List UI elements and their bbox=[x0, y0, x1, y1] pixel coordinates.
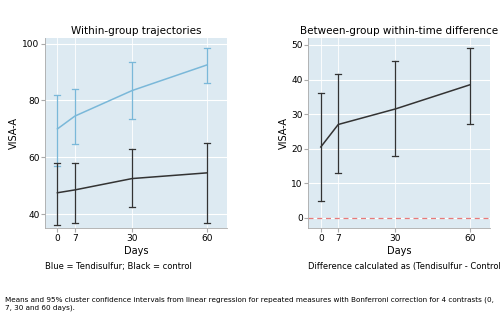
Y-axis label: VISA-A: VISA-A bbox=[10, 117, 20, 149]
X-axis label: Days: Days bbox=[124, 246, 148, 256]
Text: Difference calculated as (Tendisulfur - Control): Difference calculated as (Tendisulfur - … bbox=[308, 262, 500, 270]
X-axis label: Days: Days bbox=[387, 246, 411, 256]
Text: Blue = Tendisulfur; Black = control: Blue = Tendisulfur; Black = control bbox=[45, 262, 192, 270]
Title: Between-group within-time difference: Between-group within-time difference bbox=[300, 26, 498, 36]
Title: Within-group trajectories: Within-group trajectories bbox=[70, 26, 201, 36]
Y-axis label: VISA-A: VISA-A bbox=[278, 117, 288, 149]
Text: Means and 95% cluster confidence intervals from linear regression for repeated m: Means and 95% cluster confidence interva… bbox=[5, 297, 494, 311]
